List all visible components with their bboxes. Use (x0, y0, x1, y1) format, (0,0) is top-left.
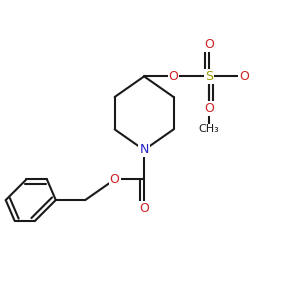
Text: O: O (239, 70, 249, 83)
Text: N: N (140, 143, 149, 157)
Text: CH₃: CH₃ (199, 124, 219, 134)
Text: S: S (205, 70, 213, 83)
Text: O: O (139, 202, 149, 215)
Text: O: O (204, 102, 214, 115)
Text: O: O (204, 38, 214, 50)
Text: O: O (169, 70, 178, 83)
Text: O: O (110, 173, 120, 186)
